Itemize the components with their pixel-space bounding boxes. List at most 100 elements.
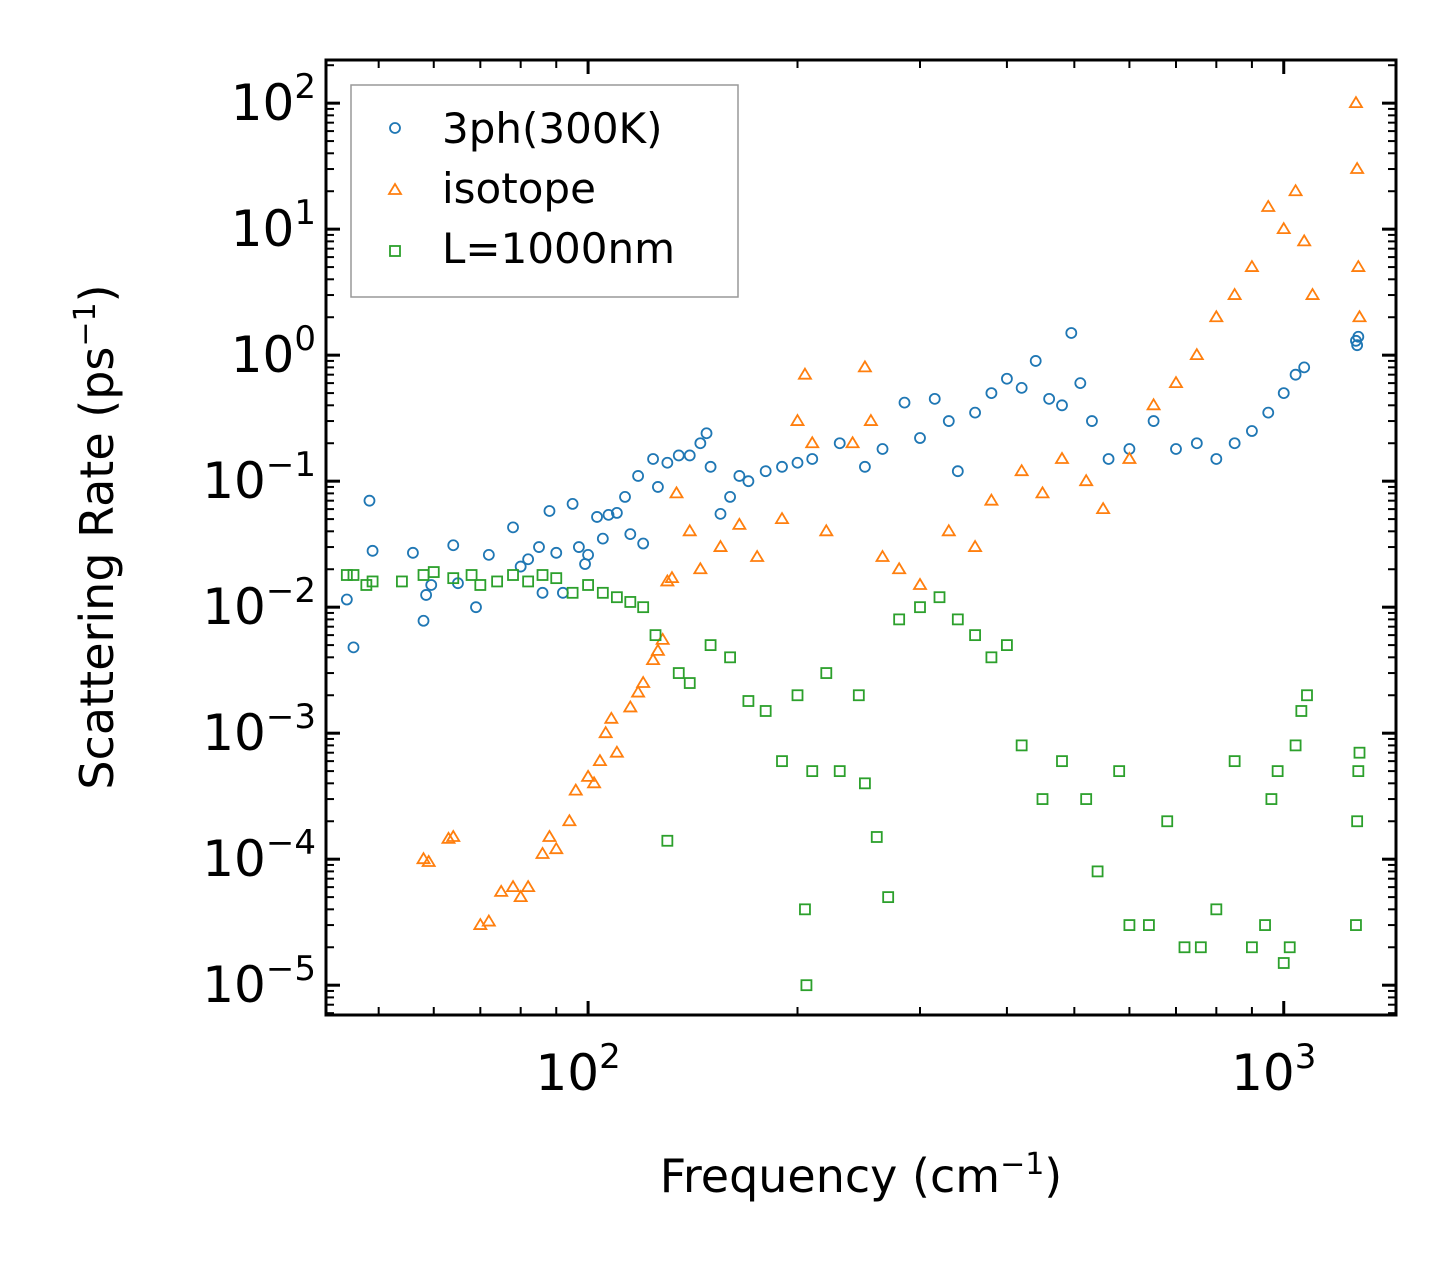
data-point <box>1121 451 1137 464</box>
data-point <box>898 396 911 409</box>
data-point <box>366 575 379 588</box>
data-point <box>724 651 736 664</box>
data-point <box>1246 941 1258 954</box>
data-point <box>1352 330 1365 343</box>
x-axis-ticks: 102 103 <box>377 60 1316 1102</box>
data-point <box>1350 919 1362 931</box>
data-point <box>951 465 964 478</box>
data-point <box>1178 941 1191 954</box>
data-point <box>1259 919 1271 931</box>
data-point <box>596 586 609 599</box>
data-point <box>360 579 373 591</box>
data-point <box>548 841 564 855</box>
data-point <box>704 639 717 652</box>
data-point <box>568 782 584 796</box>
series-0 <box>340 327 1365 654</box>
data-point <box>427 566 440 578</box>
data-point <box>1349 161 1365 174</box>
data-point <box>582 579 594 591</box>
data-point <box>914 601 926 614</box>
data-point <box>1350 259 1366 272</box>
data-point <box>742 475 755 488</box>
data-point <box>417 569 430 581</box>
legend-label-isotope: isotope <box>442 164 596 213</box>
data-point <box>520 879 536 893</box>
data-point <box>1348 95 1364 109</box>
data-point <box>806 453 819 465</box>
data-point <box>664 570 680 584</box>
data-point <box>1352 765 1365 778</box>
data-point <box>1036 793 1049 805</box>
legend-marker-boundary <box>389 245 401 257</box>
data-point <box>1189 347 1205 361</box>
data-point <box>596 532 609 545</box>
y-tick-label: 10−4 <box>202 823 316 888</box>
data-point <box>534 846 551 859</box>
data-point <box>580 769 596 782</box>
data-point <box>566 586 579 599</box>
data-point <box>1014 463 1030 477</box>
data-point <box>1351 815 1364 828</box>
data-point <box>692 561 708 575</box>
data-point <box>1277 957 1290 969</box>
data-point <box>624 528 637 541</box>
data-point <box>859 460 871 473</box>
data-point <box>704 460 717 473</box>
data-point <box>447 539 460 552</box>
data-point <box>632 470 644 482</box>
data-point <box>420 589 433 601</box>
data-point <box>857 359 873 373</box>
data-point <box>637 601 650 614</box>
data-point <box>481 913 497 927</box>
data-point <box>870 831 883 843</box>
data-point <box>1146 397 1162 411</box>
data-point <box>985 387 998 399</box>
data-point <box>1244 259 1260 272</box>
data-point <box>804 435 820 449</box>
data-point <box>712 539 729 552</box>
data-point <box>1289 368 1302 381</box>
data-point <box>1015 739 1028 752</box>
data-point <box>928 392 941 405</box>
data-point <box>1054 451 1070 464</box>
data-point <box>366 544 379 557</box>
data-point <box>603 711 619 724</box>
data-point <box>470 601 482 614</box>
data-point <box>776 755 788 768</box>
data-point <box>844 435 861 449</box>
data-point <box>1301 689 1313 702</box>
data-point <box>1271 765 1284 778</box>
data-point <box>1029 355 1042 367</box>
data-point <box>1246 425 1258 437</box>
data-point <box>1147 415 1160 427</box>
data-point <box>522 575 535 588</box>
data-point <box>833 437 846 450</box>
data-point <box>647 453 659 465</box>
data-point <box>1283 941 1296 954</box>
legend-marker-3ph <box>389 122 401 134</box>
legend-marker-isotope <box>387 182 403 195</box>
data-point <box>1351 339 1364 352</box>
legend-box <box>350 84 739 298</box>
data-point <box>1080 793 1093 805</box>
data-point <box>1056 755 1068 768</box>
data-point <box>465 569 478 581</box>
data-point <box>914 432 926 444</box>
data-point <box>774 511 790 524</box>
data-point <box>672 667 685 679</box>
data-point <box>1227 287 1243 300</box>
data-point <box>742 695 755 707</box>
data-point <box>661 456 674 469</box>
x-tick-label: 103 <box>1231 1037 1316 1102</box>
data-point <box>941 523 957 537</box>
data-point <box>1034 485 1051 499</box>
series-1 <box>415 95 1368 930</box>
data-point <box>635 675 651 688</box>
data-point <box>1161 815 1174 828</box>
data-point <box>1210 903 1223 916</box>
data-point <box>482 548 495 561</box>
data-point <box>447 572 460 585</box>
data-point <box>893 613 906 626</box>
data-point <box>340 593 353 606</box>
data-point <box>1074 377 1087 390</box>
